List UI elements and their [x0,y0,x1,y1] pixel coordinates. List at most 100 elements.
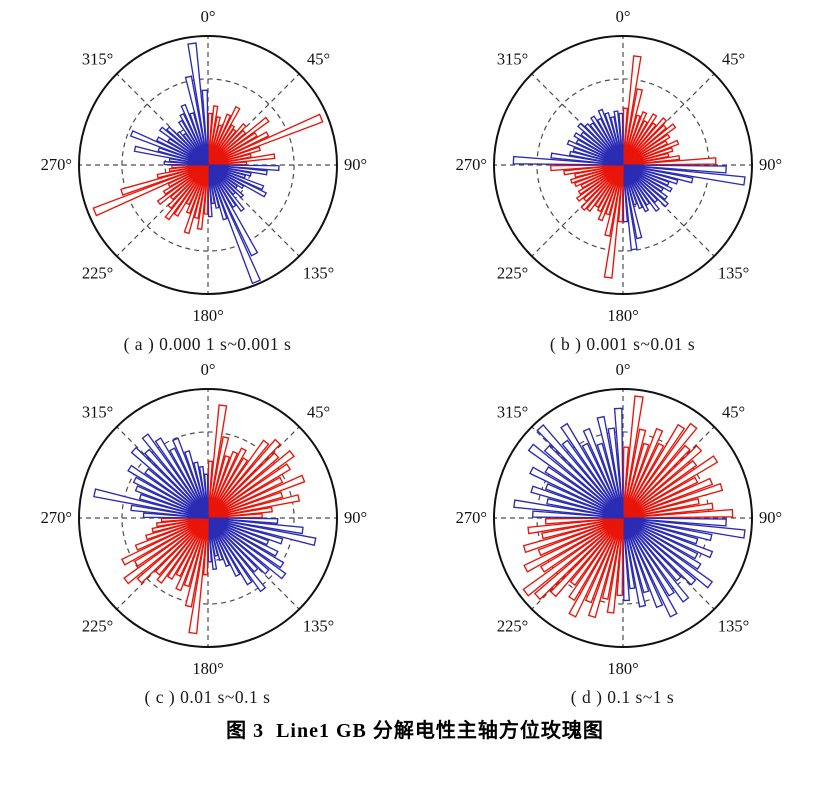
rose-bar [622,459,697,519]
rose-bar [206,457,248,519]
rose-bar [622,517,713,559]
rose-plot-svg-b: 0° 45° 90° 135° 180° 225° 270° 315° [455,7,782,325]
rose-bar [621,423,685,519]
angle-label-45: 45° [306,403,329,422]
rose-bar [621,422,698,519]
rose-bar [201,89,209,166]
rose-bar [587,517,624,619]
rose-bar [621,517,635,590]
rose-bar [207,452,279,519]
angle-label-135: 135° [717,617,748,636]
rose-bar [206,164,258,257]
rose-bar [621,164,642,240]
angle-label-45: 45° [721,403,744,422]
rose-bar [207,113,324,166]
rose-bar [207,517,284,569]
rose-bar [166,517,209,581]
rose-bar [622,476,698,519]
angle-label-315: 315° [496,50,527,69]
outer-circle [492,35,753,295]
rose-bar [606,427,624,519]
angle-label-180: 180° [192,306,223,325]
rose-bar [622,517,713,589]
rose-bar [567,517,624,602]
angle-label-90: 90° [759,155,782,174]
rose-bar [163,164,209,221]
rose-plot-svg-c: 0° 45° 90° 135° 180° 225° 270° 315° [40,360,367,678]
rose-bar [132,476,208,519]
outer-circle [77,388,338,648]
rose-bar [186,42,209,166]
rose-bar [206,439,270,519]
rose-bar [143,448,209,519]
rose-bar [527,443,623,519]
rose-bar [207,463,291,519]
rose-bar [622,157,717,166]
rose-bar [621,517,646,608]
rose-bar [622,482,723,519]
rose-bar [621,442,664,519]
rose-bar [522,517,623,573]
grid-circle [535,431,710,605]
rose-bar [203,473,209,519]
angle-label-270: 270° [40,508,71,527]
rose-bar [130,446,208,519]
rose-bar [621,517,650,594]
grid-circle [120,431,295,605]
rose-bar [522,517,623,554]
chart-caption-d: ( d ) 0.1 s~1 s [570,687,675,707]
rose-bar [621,444,691,519]
rose-bar [206,517,266,593]
rose-bar [122,517,208,585]
rose-bar [543,444,623,519]
rose-bar [528,466,623,519]
rose-chart-cell-c: 0° 45° 90° 135° 180° 225° 270° 315° ( c ) 0.01 … [0,355,415,708]
rose-bar [567,517,624,618]
outer-circle [492,388,753,648]
angle-label-225: 225° [81,617,112,636]
figure-title: 图 3 Line1 GB 分解电性主轴方位玫瑰图 [226,720,604,742]
rose-bar [596,415,624,519]
angle-label-135: 135° [302,264,333,283]
rose-bar [622,444,702,519]
rose-bar [617,112,624,166]
rose-bar [206,438,281,519]
rose-plot-svg-d: 0° 45° 90° 135° 180° 225° 270° 315° [455,360,782,678]
angle-label-90: 90° [344,508,367,527]
rose-bar [207,491,283,519]
angle-label-90: 90° [759,508,782,527]
rose-bar [540,517,623,540]
rose-bar [207,131,269,166]
rose-bar [621,517,630,602]
angle-label-0: 0° [615,360,630,379]
outer-circle [77,35,338,295]
rose-bar [141,433,209,519]
rose-bar [134,517,208,551]
rose-bar [622,517,702,570]
rose-bar [622,477,713,519]
rose-bar [549,164,623,172]
rose-bar [622,164,746,186]
grid-circle [120,78,295,252]
rose-bar [622,517,698,560]
rose-bar [207,449,295,519]
rose-bar [535,423,624,519]
rose-bar [622,123,676,166]
rose-bar [621,164,638,251]
rose-chart-cell-a: 0° 45° 90° 135° 180° 225° 270° 315° ( a ) 0.000… [0,2,415,355]
rose-bar [207,474,305,519]
chart-caption-b: ( b ) 0.001 s~0.01 s [549,334,696,354]
rose-bar [206,164,261,285]
angle-label-225: 225° [496,617,527,636]
rose-bar [207,494,300,519]
rose-bar [206,517,259,573]
rose-chart-cell-b: 0° 45° 90° 135° 180° 225° 270° 315° ( b ) 0.001… [415,2,830,355]
rose-bar [526,517,623,535]
rose-bar [560,439,624,519]
rose-bar [183,450,209,519]
rose-chart-grid: 0° 45° 90° 135° 180° 225° 270° 315° ( a ) 0.000… [0,2,830,708]
angle-label-45: 45° [306,50,329,69]
rose-bar [559,422,624,519]
angle-label-0: 0° [615,7,630,26]
rose-bar [119,164,208,196]
